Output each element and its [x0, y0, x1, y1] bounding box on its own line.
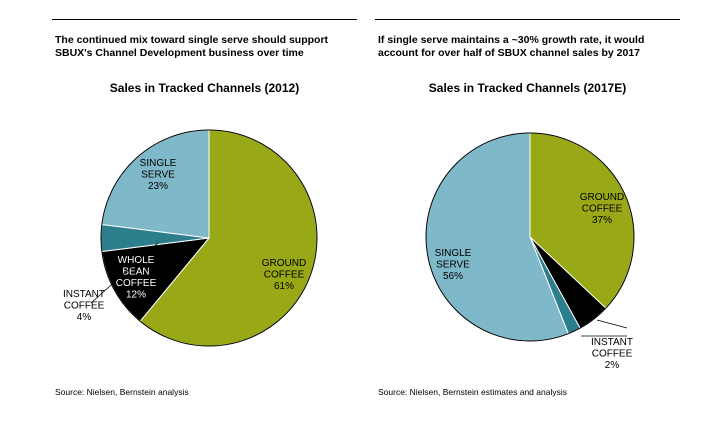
slice-label-ground-coffee: GROUND COFFEE 61% — [262, 258, 306, 292]
chart-title: Sales in Tracked Channels (2017E) — [428, 81, 627, 95]
top-rule — [52, 19, 357, 20]
pie-chart-2017e: GROUND COFFEE 37% INSTANT COFFEE 2% SINGLE SERV… — [425, 132, 635, 371]
slice-label-instant-coffee: INSTANT COFFEE 2% — [591, 337, 633, 371]
slice-label-instant-coffee: INSTANT COFFEE 4% — [63, 289, 105, 323]
pie-chart-2012: GROUND COFFEE 61% WHOLE BEAN COFFEE 12% INSTANT… — [63, 129, 318, 347]
source-note: Source: Nielsen, Bernstein analysis — [55, 387, 189, 397]
chart-panel-2017e: If single serve maintains a ~30% growth … — [375, 0, 680, 422]
slice-label-ground-coffee: GROUND COFFEE 37% — [580, 192, 624, 226]
slice-label-single-serve: SINGLE SERVE 23% — [140, 158, 177, 192]
source-note: Source: Nielsen, Bernstein estimates and… — [378, 387, 567, 397]
leader-line — [596, 319, 628, 329]
chart-title: Sales in Tracked Channels (2012) — [109, 81, 300, 95]
chart-panel-2012: The continued mix toward single serve sh… — [52, 0, 357, 422]
headline-line-2: account for over half of SBUX channel sa… — [378, 47, 641, 59]
panel-headline: If single serve maintains a ~30% growth … — [378, 34, 678, 60]
headline-line-1: The continued mix toward single serve sh… — [55, 34, 329, 46]
headline-line-2: SBUX's Channel Development business over… — [55, 47, 304, 59]
headline-line-1: If single serve maintains a ~30% growth … — [378, 34, 645, 46]
slice-label-single-serve: SINGLE SERVE 56% — [435, 248, 472, 282]
top-rule — [375, 19, 680, 20]
panel-headline: The continued mix toward single serve sh… — [55, 34, 355, 60]
pie-outline — [425, 132, 635, 342]
pie-outline — [100, 129, 318, 347]
leader-line — [90, 242, 159, 304]
slice-label-whole-bean-coffee: WHOLE BEAN COFFEE 12% — [116, 255, 157, 301]
